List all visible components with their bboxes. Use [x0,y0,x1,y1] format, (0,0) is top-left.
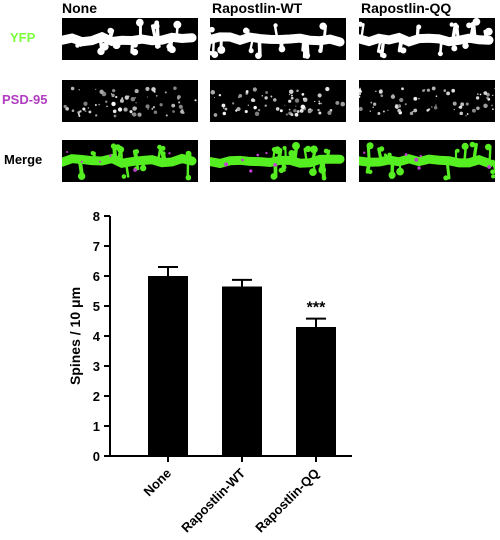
row-label-psd-95: PSD-95 [2,92,48,107]
micrograph-merge-rapostlin-wt [210,140,346,182]
row-label-yfp: YFP [10,30,36,45]
micrograph-merge-rapostlin-qq [359,140,495,182]
micrograph-yfp-none [62,18,198,60]
y-tick-label: 3 [93,359,100,374]
bar-3 [296,327,336,456]
significance-annotation: *** [307,300,326,317]
micrograph-yfp-rapostlin-wt [210,18,346,60]
y-tick-label: 4 [93,329,101,344]
y-tick-label: 1 [93,419,100,434]
bar-chart: 0 1 2 3 4 5 6 7 8 Spines / 10 μm None Rapostlin-WT R… [67,209,352,536]
column-header-rapostlin-qq: Rapostlin-QQ [361,0,452,16]
micrograph-psd95-none [62,80,198,122]
x-tick-label: None [141,466,175,500]
micrograph-psd95-rapostlin-wt [210,80,346,122]
column-header-rapostlin-wt: Rapostlin-WT [212,0,303,16]
micrograph-merge-none [62,140,198,182]
y-tick-label: 5 [93,299,100,314]
y-tick-label: 6 [93,269,100,284]
micrograph-psd95-rapostlin-qq [359,80,495,122]
y-tick-label: 7 [93,239,100,254]
y-axis-label: Spines / 10 μm [67,287,83,385]
y-tick-label: 2 [93,389,100,404]
column-header-none: None [62,0,97,16]
x-tick-label: Rapostlin-WT [178,465,248,535]
y-tick-label: 0 [93,449,100,464]
row-label-merge: Merge [4,152,43,167]
bar-2 [222,286,262,456]
bar-1 [148,276,188,456]
x-tick-label: Rapostlin-QQ [252,466,322,536]
micrograph-yfp-rapostlin-qq [359,18,495,60]
y-tick-label: 8 [93,209,100,224]
